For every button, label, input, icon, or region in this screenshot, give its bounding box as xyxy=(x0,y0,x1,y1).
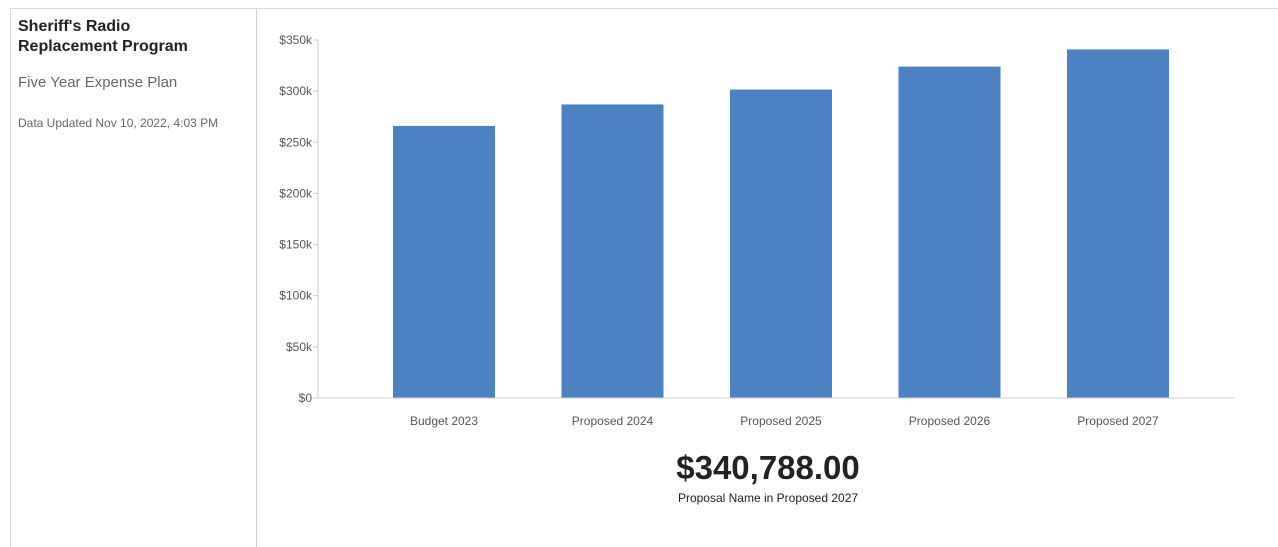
summary-value: $340,788.00 xyxy=(676,449,860,486)
bar[interactable] xyxy=(898,66,1001,398)
sidebar xyxy=(11,9,257,547)
bar[interactable] xyxy=(561,104,664,398)
bar[interactable] xyxy=(393,125,495,399)
x-tick-label: Proposed 2027 xyxy=(1077,414,1159,428)
x-tick-label: Proposed 2025 xyxy=(740,414,822,428)
data-updated-timestamp: Data Updated Nov 10, 2022, 4:03 PM xyxy=(18,116,219,130)
bar-series xyxy=(393,49,1169,399)
y-tick-label: $0 xyxy=(299,391,313,405)
page-subtitle: Five Year Expense Plan xyxy=(18,74,178,91)
y-tick-label: $250k xyxy=(279,135,313,149)
bar[interactable] xyxy=(730,89,832,398)
bar[interactable] xyxy=(1067,49,1169,399)
page-title: Sheriff's Radio Replacement Program xyxy=(18,18,188,55)
panel-frame xyxy=(10,8,1278,547)
y-tick-label: $150k xyxy=(279,238,313,252)
bar-chart: $0 $50k $100k $150k $200k $250k $300k $350k Bud… xyxy=(279,33,1235,428)
summary-caption: Proposal Name in Proposed 2027 xyxy=(677,491,859,505)
y-axis: $0 $50k $100k $150k $200k $250k $300k $350k xyxy=(279,33,319,405)
x-tick-label: Budget 2023 xyxy=(410,414,478,428)
y-tick-label: $200k xyxy=(279,186,313,200)
y-tick-label: $300k xyxy=(279,84,313,98)
x-tick-label: Proposed 2024 xyxy=(572,414,654,428)
x-axis: Budget 2023 Proposed 2024 Proposed 2025 Pro… xyxy=(318,397,1235,428)
x-tick-label: Proposed 2026 xyxy=(909,414,991,428)
y-tick-label: $350k xyxy=(279,33,313,47)
y-tick-label: $100k xyxy=(279,289,313,303)
y-tick-label: $50k xyxy=(286,340,313,354)
